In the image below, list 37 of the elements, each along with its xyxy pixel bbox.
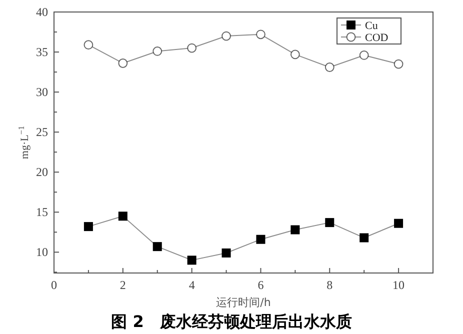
x-tick-label: 6 (258, 278, 264, 292)
text: 图 2 废水经芬顿处理后出水水质 (111, 312, 352, 331)
y-tick-label: 30 (36, 85, 48, 100)
point (290, 50, 300, 60)
x-tick-label: 2 (120, 278, 126, 292)
point (84, 40, 94, 50)
point (394, 59, 404, 69)
point (256, 234, 266, 244)
point (256, 30, 266, 40)
y-tick-label: 35 (36, 45, 48, 60)
point (290, 225, 300, 234)
point (325, 218, 334, 228)
point (324, 62, 334, 72)
x-tick-label: 0 (51, 278, 57, 292)
y-tick-label: 40 (36, 5, 48, 19)
point (152, 242, 162, 252)
y-tick-label: 15 (36, 205, 48, 220)
y-tick-label: 25 (36, 125, 48, 140)
point (359, 50, 369, 60)
point (84, 222, 93, 232)
y-tick-label: 20 (36, 165, 48, 180)
point (222, 31, 231, 41)
point (118, 212, 128, 221)
legend-label: COD (365, 32, 388, 44)
point (222, 248, 231, 258)
point (187, 43, 197, 53)
point (187, 256, 196, 265)
x-axis-title: 运行时间/h (216, 296, 271, 309)
point (152, 46, 162, 56)
point (360, 233, 369, 242)
x-tick-label: 10 (392, 278, 405, 292)
y-tick-label: 10 (36, 245, 48, 260)
x-tick-label: 4 (188, 278, 195, 292)
point (118, 58, 128, 68)
x-tick-label: 8 (326, 278, 333, 292)
legend-label: Cu (365, 20, 378, 32)
point (394, 218, 404, 228)
